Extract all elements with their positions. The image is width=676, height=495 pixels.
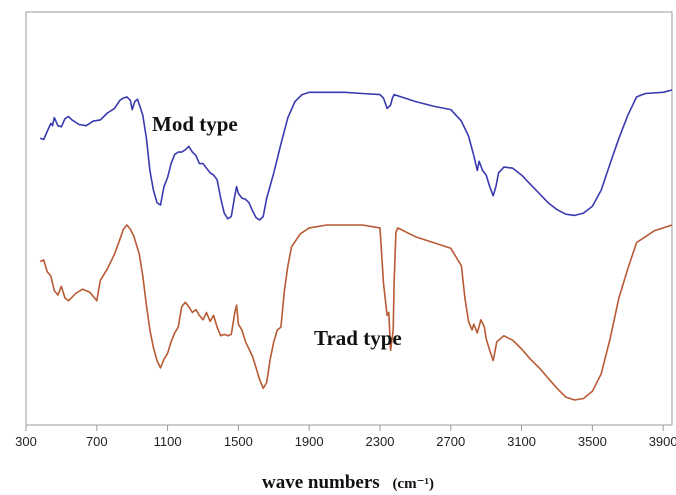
x-tick-label: 1900 <box>295 434 324 449</box>
x-axis-label: wave numbers <box>262 472 380 493</box>
series-layer <box>39 89 673 401</box>
x-tick-label: 700 <box>86 434 108 449</box>
x-tick-label: 3900 <box>649 434 676 449</box>
x-tick-label: 300 <box>15 434 37 449</box>
plot-frame <box>25 11 673 426</box>
x-tick-label: 3500 <box>578 434 607 449</box>
x-axis-unit: (cm⁻¹) <box>392 476 434 492</box>
x-tick-label: 2700 <box>436 434 465 449</box>
x-tick-label: 3100 <box>507 434 536 449</box>
series-label-mod: Mod type <box>152 112 238 136</box>
x-tick-label: 2300 <box>366 434 395 449</box>
x-axis-title: wave numbers (cm⁻¹) <box>262 472 434 493</box>
x-axis-ticks: 300 700 1100 1500 1900 2300 2700 3100 3500 3900 <box>15 425 676 449</box>
x-tick-label: 1500 <box>224 434 253 449</box>
series-label-trad: Trad type <box>314 326 402 350</box>
x-tick-label: 1100 <box>154 434 182 449</box>
series-line-trad-type <box>39 224 673 401</box>
series-line-mod-type <box>39 89 673 221</box>
